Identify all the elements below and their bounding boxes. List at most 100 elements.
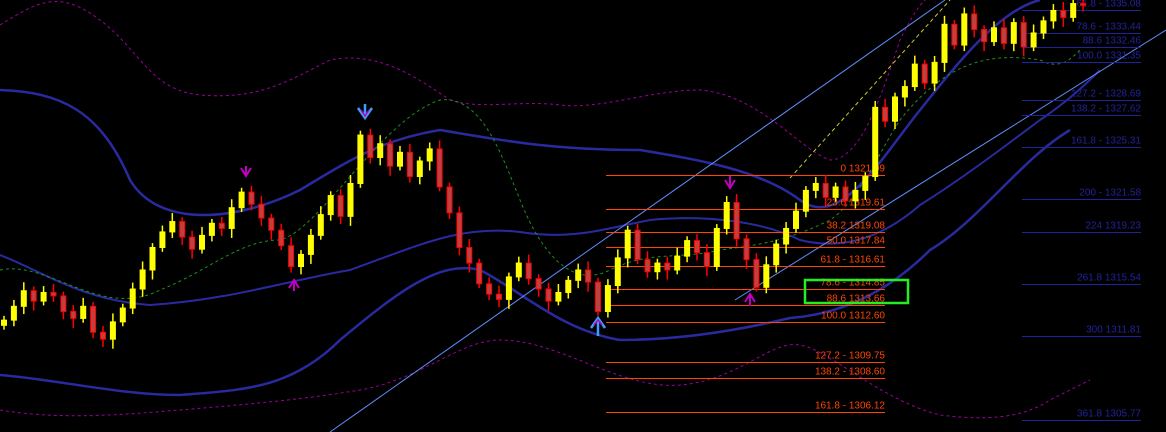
trendline-upper[interactable] (329, 0, 946, 432)
candle (10, 299, 17, 327)
fib-level-label: 88.6 1313.66 (827, 294, 886, 305)
candle (119, 303, 126, 327)
candle (723, 196, 730, 235)
fib-level-label: 78.6 - 1333.44 (1077, 22, 1142, 33)
fib-level-label: 138.2 - 1308.60 (815, 367, 885, 378)
candle (981, 25, 988, 52)
candle (30, 286, 37, 311)
candle (1020, 16, 1027, 57)
candle (109, 313, 116, 349)
candle (921, 59, 928, 90)
candle (149, 243, 156, 280)
candle (367, 128, 374, 164)
candle (139, 261, 146, 297)
candle (743, 234, 750, 270)
fib-level-label: 78.6 - 1314.85 (821, 278, 886, 289)
candle (703, 244, 710, 277)
candle (496, 285, 502, 308)
candle (664, 256, 671, 280)
candle (991, 21, 997, 46)
candle (357, 130, 364, 188)
fib-level-label: 88.6 1332.46 (1083, 36, 1142, 47)
fib-level-label: 0 1321.09 (841, 164, 886, 175)
candle (555, 283, 562, 306)
candle (466, 239, 473, 273)
candle (268, 213, 275, 240)
fib-level-label: 224 1319.23 (1085, 221, 1141, 232)
fib-level-label: 161.8 - 1325.31 (1071, 136, 1141, 147)
candle (1050, 4, 1057, 29)
candle (654, 258, 661, 280)
candle (892, 92, 898, 129)
candle (159, 225, 166, 252)
candle (1060, 2, 1067, 27)
bollinger-outer-lower (0, 128, 1071, 397)
candle (129, 282, 136, 315)
candle (1040, 16, 1047, 40)
candle (1, 315, 7, 330)
candle (901, 80, 908, 107)
candle (60, 291, 67, 320)
arrow-down-icon (356, 104, 374, 121)
fib-level-label: 38.2 1319.08 (827, 221, 886, 232)
candle (545, 282, 552, 311)
candle (822, 175, 829, 207)
candle (515, 256, 522, 282)
candle (446, 182, 453, 219)
candle (961, 7, 968, 52)
arrow-down-icon (240, 166, 252, 178)
candle (1030, 24, 1037, 52)
arrow-up-icon (589, 315, 607, 336)
candle (327, 191, 334, 221)
candle (575, 263, 582, 289)
candle (595, 277, 601, 316)
candle (802, 186, 809, 218)
candle (426, 142, 433, 171)
candle (416, 156, 423, 185)
candle (941, 15, 948, 72)
candle (882, 98, 889, 128)
candle (50, 283, 57, 302)
candle (931, 55, 938, 91)
candle (684, 236, 691, 263)
candle (773, 239, 780, 273)
candle (387, 139, 394, 176)
candle (337, 189, 344, 225)
candle (911, 55, 918, 91)
envelope-lower-dashed (0, 339, 1091, 419)
candle (40, 286, 47, 306)
candle (565, 276, 572, 299)
candle (505, 272, 512, 309)
candle (862, 172, 869, 200)
fib-level-label: 50.0 1317.84 (827, 236, 886, 247)
candle (624, 225, 631, 268)
candle (763, 256, 770, 294)
fib-level-label: 100.0 1312.60 (821, 311, 885, 322)
candle (347, 175, 354, 226)
highlight-box (803, 278, 910, 305)
bollinger-outer-upper (0, 0, 1041, 217)
candle (733, 194, 740, 247)
candle (100, 325, 106, 347)
candle (199, 226, 205, 254)
candle (278, 223, 285, 251)
candle (812, 177, 819, 199)
fib-level-label: 138.2 - 1327.62 (1071, 104, 1141, 115)
arrow-down-icon (724, 176, 736, 190)
candle (169, 213, 176, 238)
candle (406, 143, 413, 183)
candle (317, 206, 324, 240)
candle (674, 247, 681, 275)
trendline-lower[interactable] (734, 29, 1166, 301)
trendline-dashed[interactable] (789, 0, 951, 179)
candle (20, 282, 27, 315)
arrow-up-icon (744, 292, 756, 306)
fib-level-label: 261.8 1315.54 (1077, 273, 1141, 284)
candle (258, 195, 265, 226)
candle (1010, 18, 1017, 52)
candle (80, 297, 87, 323)
candle (713, 224, 720, 271)
candle (90, 301, 97, 339)
